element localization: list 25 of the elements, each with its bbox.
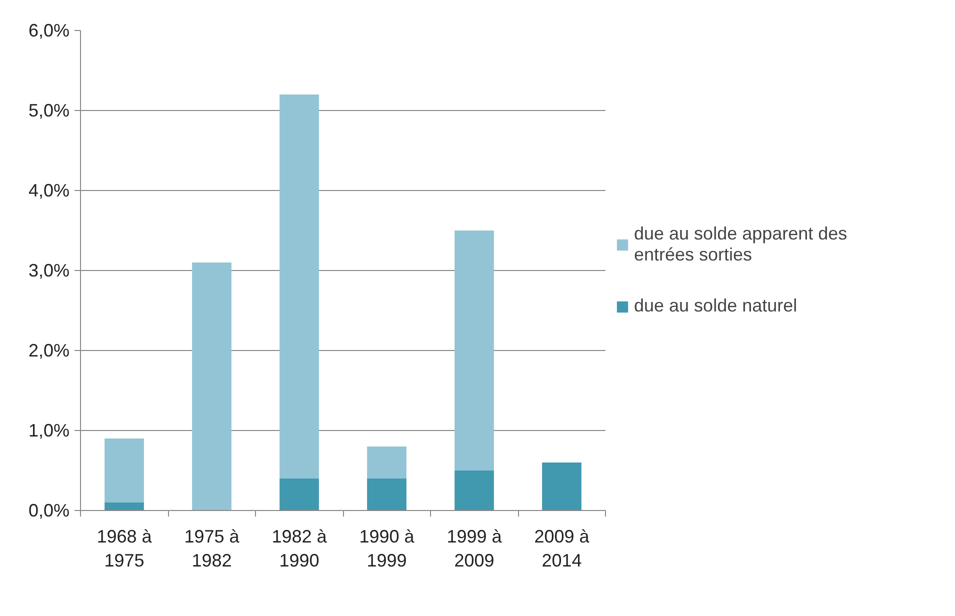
y-tick-label: 3,0% [28,260,70,280]
bar [367,446,406,478]
bar [280,94,319,478]
y-tick-label: 2,0% [28,340,70,360]
y-tick-label: 4,0% [28,180,70,200]
x-tick-label: 1999 à 2009 [446,526,503,570]
x-tick-label: 1975 à 1982 [184,526,240,570]
bar [104,438,144,502]
bar [454,230,494,470]
bar [454,470,494,510]
y-tick-label: 6,0% [28,20,70,40]
legend-label: due au solde naturel [634,296,798,316]
bar [367,478,406,510]
x-tick-label: 1982 à 1990 [272,526,328,570]
y-tick-label: 5,0% [28,100,70,120]
x-tick-label: 1990 à 1999 [359,526,416,570]
bar [104,502,144,510]
x-tick-label: 2009 à 2014 [534,526,590,570]
x-tick-label: 1968 à 1975 [96,526,153,570]
bar [280,478,319,510]
legend-label: due au solde apparent des entrées sorties [634,224,848,266]
y-tick-label: 0,0% [28,500,70,520]
y-tick-label: 1,0% [28,420,70,440]
bar [192,262,232,510]
bar [542,462,582,510]
